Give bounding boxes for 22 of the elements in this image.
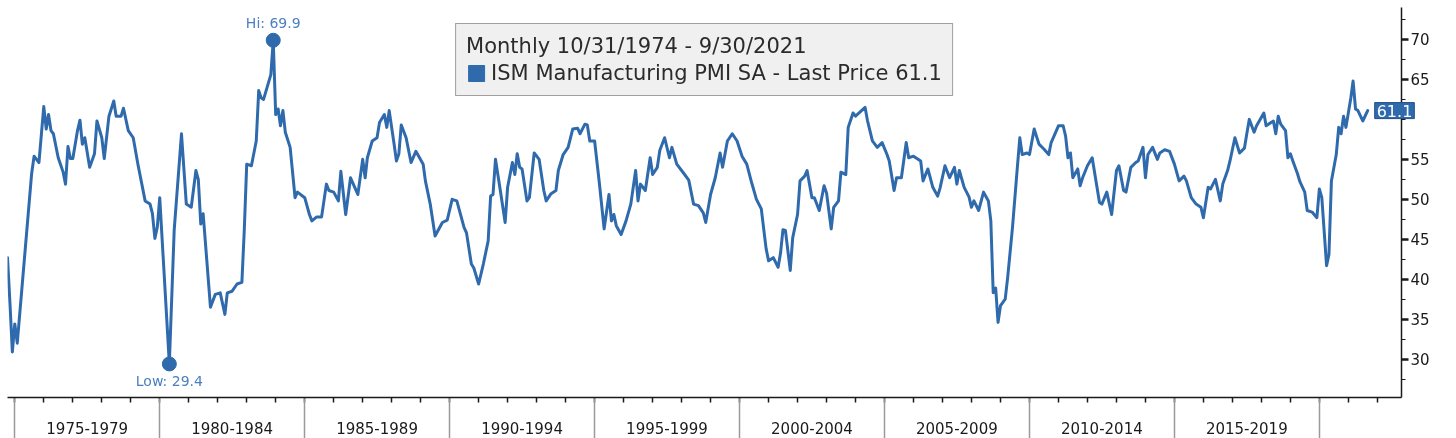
x-tick-label: 2015-2019 [1205, 419, 1288, 438]
legend-label: ISM Manufacturing PMI SA - Last Price 61.1 [491, 61, 942, 85]
y-tick-label: 50 [1410, 191, 1430, 210]
y-tick-label: 55 [1410, 151, 1430, 170]
x-tick-label: 1990-1994 [481, 419, 563, 438]
x-tick-label: 1995-1999 [626, 419, 708, 438]
legend-title: Monthly 10/31/1974 - 9/30/2021 [466, 34, 808, 58]
y-tick-label: 30 [1410, 351, 1430, 370]
x-tick-label: 1975-1979 [46, 419, 129, 438]
y-tick-label: 35 [1410, 311, 1430, 330]
y-tick-label: 65 [1410, 71, 1430, 90]
y-tick-label: 40 [1410, 271, 1430, 290]
x-tick-label: 2005-2009 [915, 419, 998, 438]
x-tick-label: 1985-1989 [336, 419, 418, 438]
x-tick-label: 2010-2014 [1060, 419, 1143, 438]
annotation: Low: 29.4 [135, 372, 203, 389]
y-tick-label: 45 [1410, 231, 1430, 250]
x-tick-label: 2000-2004 [771, 419, 853, 438]
x-tick-label: 1980-1984 [191, 419, 274, 438]
annotation: Hi: 69.9 [245, 15, 301, 32]
data-label: 61.1 [1376, 101, 1413, 121]
y-tick-label: 70 [1410, 31, 1430, 50]
